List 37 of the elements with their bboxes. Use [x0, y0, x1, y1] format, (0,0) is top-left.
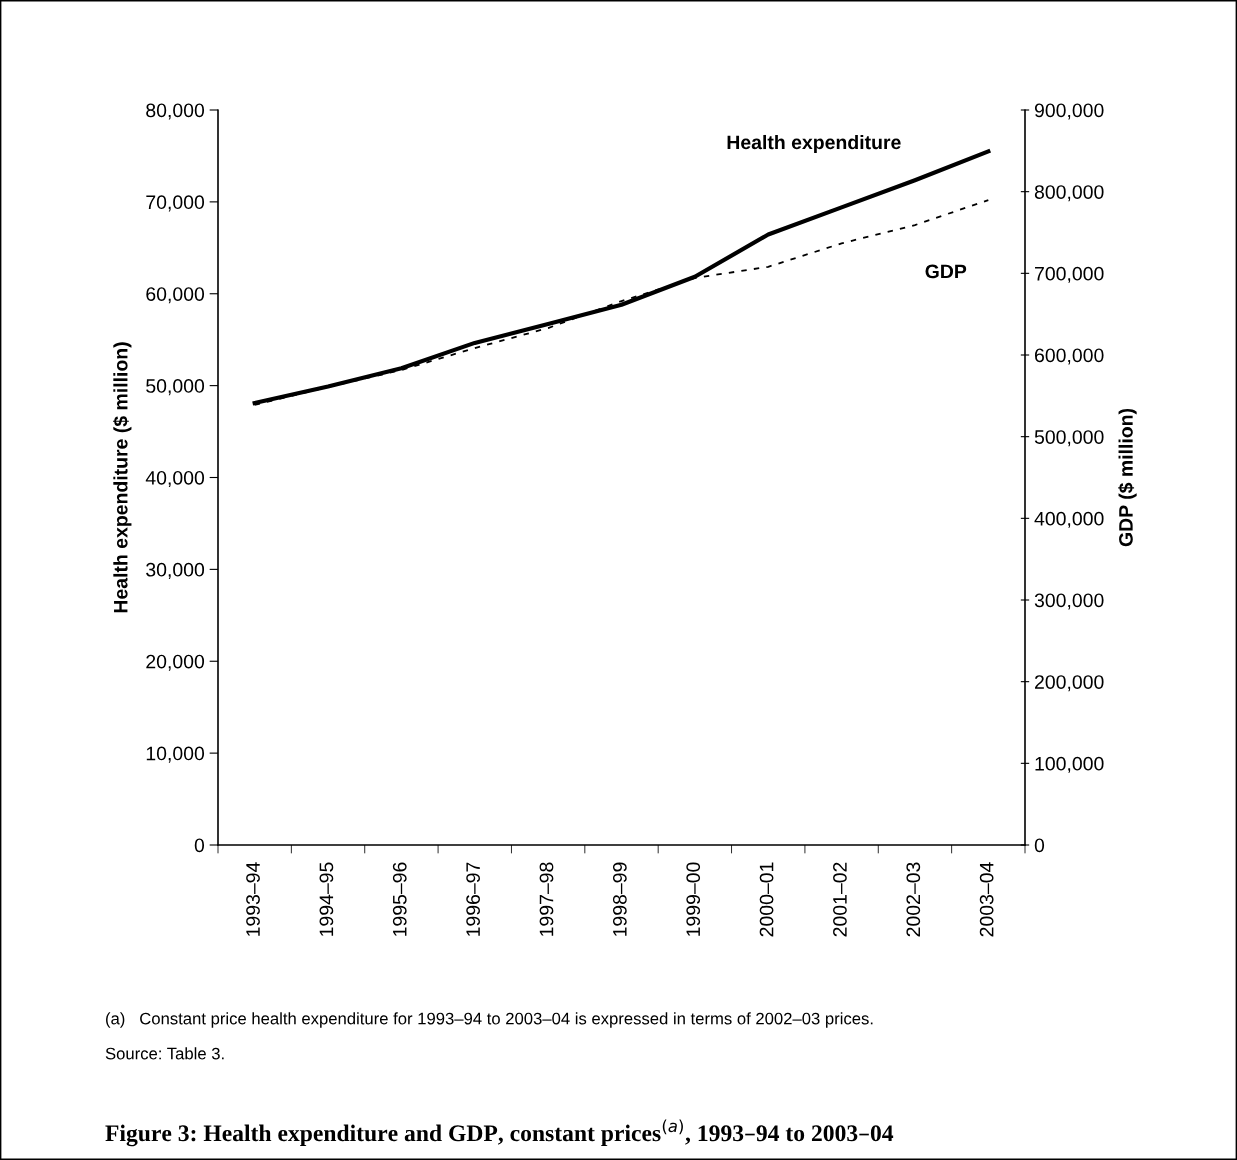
source-note: Source: Table 3.	[105, 1047, 224, 1060]
y-tick-label: 40,000	[145, 470, 205, 488]
y2-tick-label: 600,000	[1035, 348, 1104, 365]
series-label: Health expenditure	[727, 134, 901, 154]
x-tick-label: 2003–04	[979, 862, 994, 937]
x-tick-label: 2000–01	[759, 862, 774, 937]
y-tick-label: 50,000	[146, 379, 205, 396]
x-tick-label: 1997–98	[539, 862, 554, 936]
y2-tick-label: 0	[1034, 838, 1045, 853]
y2-tick-label: 100,000	[1035, 756, 1104, 773]
y-tick-label: 20,000	[146, 654, 205, 671]
x-tick-label: 2002–03	[906, 862, 921, 937]
y2-tick-label: 800,000	[1034, 185, 1104, 202]
y-tick-label: 30,000	[146, 562, 205, 579]
y2-axis-title: GDP ($ million)	[1118, 408, 1137, 547]
text: GDP	[925, 264, 967, 279]
y-axis-title: Health expenditure ($ million)	[112, 342, 132, 613]
y2-tick-label: 200,000	[1035, 675, 1104, 692]
x-tick-label: 2001–02	[833, 862, 847, 937]
y-tick-label: 10,000	[146, 746, 205, 763]
y-tick-label: 60,000	[146, 287, 205, 304]
text: (a) Constant price health expenditure for 1993–94 to 2003–04 is expressed in terms of 2002–03 prices.	[106, 1012, 873, 1028]
x-tick-label: 1994–95	[319, 862, 334, 936]
x-tick-label: 1993–94	[246, 862, 260, 936]
x-tick-label: 1998–99	[612, 862, 627, 936]
y2-tick-label: 700,000	[1035, 266, 1104, 283]
y2-tick-label: 900,000	[1034, 103, 1104, 120]
text: Figure 3: Health expenditure and GDP, constant prices$^{(a)}$, 1993–94 to 2003–04	[105, 1119, 894, 1147]
y2-tick-label: 300,000	[1034, 593, 1104, 610]
y2-tick-label: 400,000	[1034, 511, 1104, 528]
y2-tick-label: 500,000	[1034, 430, 1104, 447]
y-tick-label: 0	[194, 838, 205, 853]
x-tick-label: 1995–96	[392, 862, 407, 936]
x-tick-label: 1999–00	[686, 862, 701, 936]
y-tick-label: 80,000	[146, 103, 205, 120]
y-tick-label: 70,000	[146, 195, 205, 212]
x-tick-label: 1996–97	[466, 862, 480, 936]
